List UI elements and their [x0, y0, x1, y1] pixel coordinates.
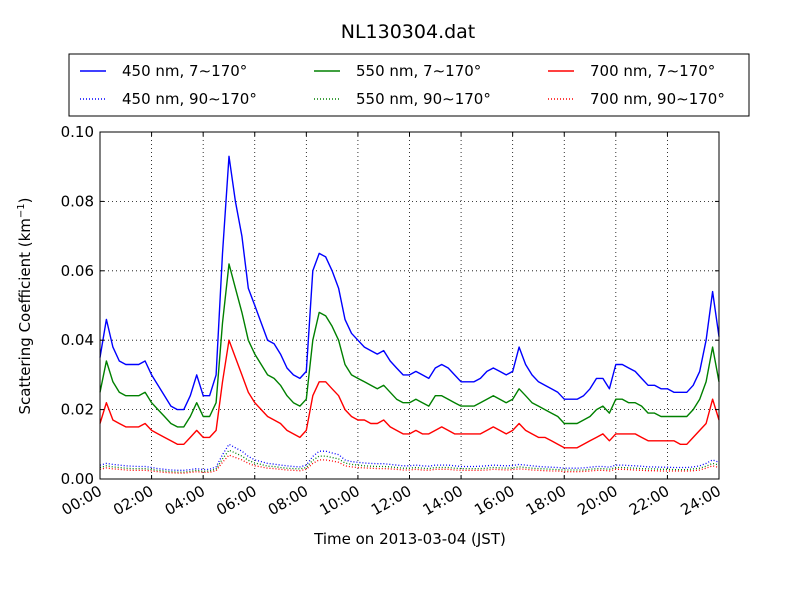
x-axis-label: Time on 2013-03-04 (JST)	[313, 530, 506, 548]
y-tick-label: 0.02	[61, 401, 94, 419]
legend-label-2: 550 nm, 7∼170°	[356, 62, 481, 80]
y-tick-label: 0.06	[61, 262, 94, 280]
y-axis-label-superscript: −1	[16, 203, 27, 218]
series-lines	[99, 155, 720, 474]
legend-items: 450 nm, 7∼170° 550 nm, 7∼170° 700 nm, 7∼17…	[80, 62, 725, 108]
series-line-2	[99, 263, 720, 428]
legend-label-3: 550 nm, 90∼170°	[356, 90, 491, 108]
series-line-0	[99, 155, 720, 411]
y-tick-label: 0.10	[61, 123, 94, 141]
y-axis-label-end: )	[16, 197, 34, 203]
series-line-5	[99, 454, 720, 474]
series-line-3	[99, 449, 720, 473]
chart-title: NL130304.dat	[341, 21, 476, 43]
legend: 450 nm, 7∼170° 550 nm, 7∼170° 700 nm, 7∼17…	[68, 53, 750, 117]
legend-label-5: 700 nm, 90∼170°	[590, 90, 725, 108]
y-axis-label: Scattering Coefficient (km−1)	[16, 197, 34, 414]
y-tick-label: 0.00	[61, 470, 94, 488]
legend-label-4: 700 nm, 7∼170°	[590, 62, 715, 80]
series-line-4	[99, 339, 720, 449]
y-tick-label: 0.04	[61, 331, 94, 349]
legend-label-0: 450 nm, 7∼170°	[122, 62, 247, 80]
y-axis-label-main: Scattering Coefficient (km	[16, 218, 34, 414]
y-tick-label: 0.08	[61, 192, 94, 210]
legend-label-1: 450 nm, 90∼170°	[122, 90, 257, 108]
legend-box	[68, 53, 750, 117]
